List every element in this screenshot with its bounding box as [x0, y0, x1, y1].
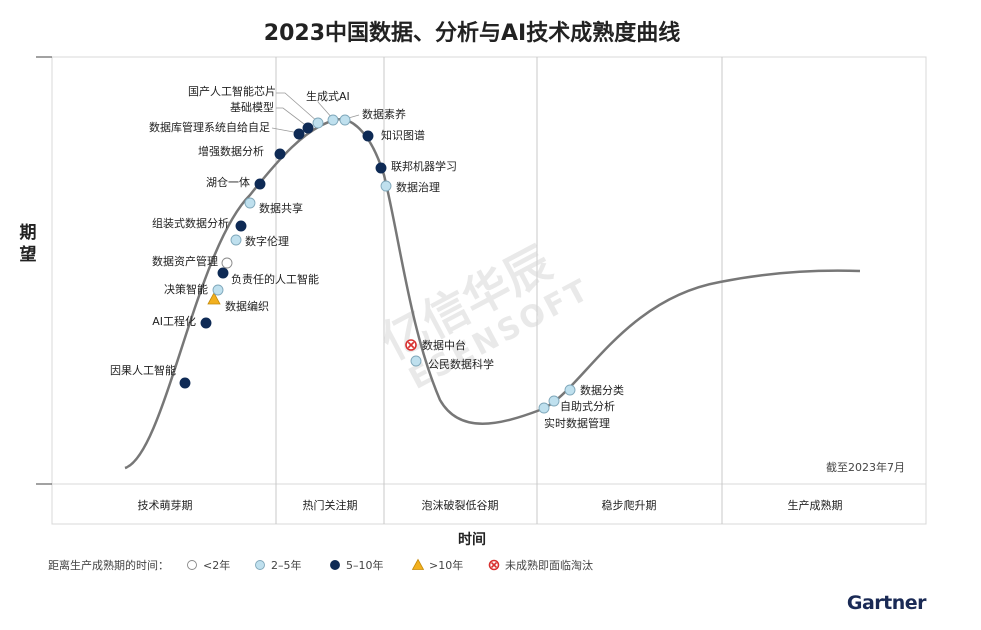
- point-2: [207, 292, 221, 305]
- chart-title: 2023中国数据、分析与AI技术成熟度曲线: [264, 20, 680, 46]
- legend-title: 距离生产成熟期的时间：: [48, 558, 169, 572]
- point-label-13: 国产人工智能芯片: [188, 84, 276, 98]
- point-3: [212, 284, 224, 296]
- y-axis-label-line1: 期: [20, 223, 37, 243]
- point-label-11: 数据库管理系统自给自足: [149, 120, 270, 134]
- point-18: [380, 180, 392, 192]
- point-13: [312, 117, 324, 129]
- hype-curve: [124, 118, 861, 470]
- y-axis-label-line2: 望: [20, 244, 37, 265]
- point-22: [548, 395, 560, 407]
- point-label-5: 数据资产管理: [152, 254, 218, 268]
- point-label-14: 生成式AI: [306, 89, 350, 103]
- point-label-4: 负责任的人工智能: [231, 272, 319, 286]
- phase-label-5: 生产成熟期: [788, 498, 843, 512]
- point-label-19: 数据中台: [422, 338, 466, 352]
- legend-marker-gt10: [411, 558, 425, 570]
- legend-marker-obsolete: [488, 559, 500, 571]
- point-10: [274, 148, 286, 160]
- legend-marker-2to5: [255, 560, 265, 570]
- point-20: [410, 355, 422, 367]
- point-19: [405, 339, 417, 351]
- point-label-23: 数据分类: [580, 383, 624, 397]
- point-15: [339, 114, 351, 126]
- point-label-7: 组装式数据分析: [152, 216, 229, 230]
- point-label-0: 因果人工智能: [110, 363, 176, 377]
- point-6: [230, 234, 242, 246]
- point-label-12: 基础模型: [230, 100, 274, 114]
- point-23: [564, 384, 576, 396]
- point-21: [538, 402, 550, 414]
- point-14: [327, 114, 339, 126]
- point-label-8: 数据共享: [259, 201, 303, 215]
- point-label-18: 数据治理: [396, 180, 440, 194]
- legend-label-2to5: 2–5年: [271, 558, 302, 572]
- phase-label-1: 技术萌芽期: [138, 498, 193, 512]
- point-11: [293, 128, 305, 140]
- point-label-10: 增强数据分析: [198, 144, 264, 158]
- legend-label-gt10: >10年: [429, 558, 463, 572]
- watermark: 亿信华辰 ESENSOFT: [372, 236, 596, 397]
- point-label-9: 湖仓一体: [206, 175, 250, 189]
- legend: 距离生产成熟期的时间： <2年 2–5年 5–10年 >10年 未成熟即面临淘汰: [48, 558, 593, 572]
- phase-label-2: 热门关注期: [303, 498, 358, 512]
- legend-marker-lt2: [187, 560, 197, 570]
- point-label-22: 自助式分析: [560, 399, 615, 413]
- point-8: [244, 197, 256, 209]
- as-of-date: 截至2023年7月: [826, 460, 905, 474]
- point-9: [254, 178, 266, 190]
- phase-label-4: 稳步爬升期: [602, 498, 657, 512]
- phase-band: [51, 483, 927, 525]
- point-5: [221, 257, 233, 269]
- x-axis-label: 时间: [458, 531, 486, 548]
- point-label-17: 联邦机器学习: [391, 159, 457, 173]
- point-12: [302, 122, 314, 134]
- point-0: [179, 377, 191, 389]
- phase-label-3: 泡沫破裂低谷期: [422, 498, 499, 512]
- legend-label-obsolete: 未成熟即面临淘汰: [505, 558, 593, 572]
- legend-label-5to10: 5–10年: [346, 558, 384, 572]
- point-label-2: 数据编织: [225, 299, 269, 313]
- point-label-20: 公民数据科学: [428, 357, 494, 371]
- point-label-3: 决策智能: [164, 282, 208, 296]
- point-label-21: 实时数据管理: [544, 416, 610, 430]
- legend-label-lt2: <2年: [203, 558, 230, 572]
- point-4: [217, 267, 229, 279]
- point-1: [200, 317, 212, 329]
- legend-marker-5to10: [330, 560, 340, 570]
- gartner-logo: Gartner: [847, 592, 927, 614]
- point-17: [375, 162, 387, 174]
- point-16: [362, 130, 374, 142]
- point-label-16: 知识图谱: [381, 128, 425, 142]
- points-layer: [179, 114, 576, 414]
- point-7: [235, 220, 247, 232]
- point-label-6: 数字伦理: [245, 234, 289, 248]
- point-label-1: AI工程化: [152, 314, 196, 328]
- point-label-15: 数据素养: [362, 107, 406, 121]
